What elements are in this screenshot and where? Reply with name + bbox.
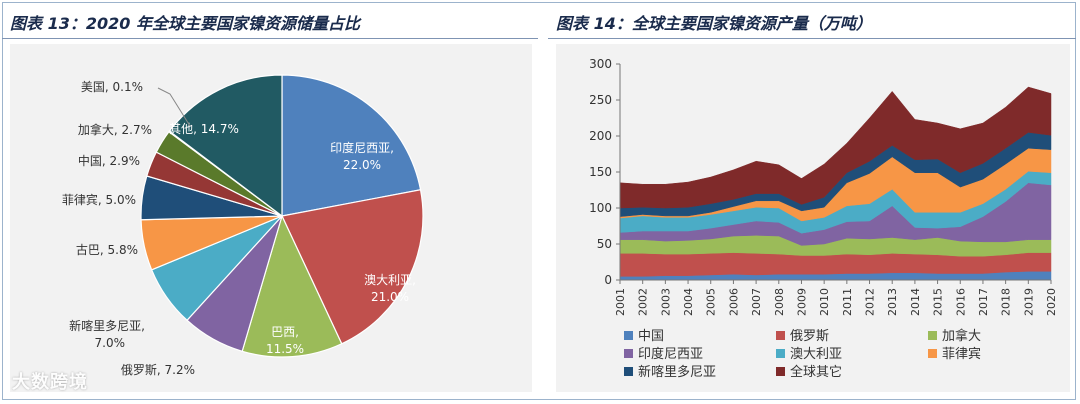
pie-chart-area: 印度尼西亚, 22.0% 澳大利亚, 21.0% 巴西, 11.5% 俄罗斯, 7.2% 新喀… xyxy=(10,44,532,392)
y-tick-label: 250 xyxy=(589,93,612,107)
y-tick-label: 50 xyxy=(597,237,612,251)
pie-label: 其他, 14.7% xyxy=(169,122,239,136)
legend-label: 新喀里多尼亚 xyxy=(638,364,716,380)
x-tick-label: 2016 xyxy=(954,288,967,316)
x-tick-label: 2007 xyxy=(750,288,763,316)
x-tick-label: 2011 xyxy=(841,288,854,316)
pie-label: 美国, 0.1% xyxy=(81,80,143,94)
pie-leader-line xyxy=(157,87,191,127)
pie-label: 俄罗斯, 7.2% xyxy=(121,363,195,377)
y-tick-label: 300 xyxy=(589,57,612,71)
legend-swatch xyxy=(624,367,633,376)
legend-label: 俄罗斯 xyxy=(790,329,829,344)
y-tick-label: 200 xyxy=(589,129,612,143)
legend-swatch xyxy=(928,349,937,358)
pie-slice-0 xyxy=(281,74,422,217)
x-tick-label: 2014 xyxy=(909,288,922,316)
x-tick-label: 2005 xyxy=(705,288,718,316)
pie-label: 菲律宾, 5.0% xyxy=(62,192,136,207)
x-tick-label: 2004 xyxy=(682,288,695,316)
y-tick-label: 150 xyxy=(589,165,612,179)
legend-label: 全球其它 xyxy=(790,364,842,380)
pie-chart-title: 图表 13：2020 年全球主要国家镍资源储量占比 xyxy=(10,14,360,33)
x-tick-label: 2009 xyxy=(795,288,808,316)
area-chart-svg: 0 50 100 150 200 250 300 2001 2002 2003 2004 2005 20… xyxy=(589,57,1058,380)
x-tick-label: 2008 xyxy=(773,288,786,316)
x-tick-label: 2018 xyxy=(1000,288,1013,316)
pie-label-value: 11.5% xyxy=(266,342,304,356)
pie-label-name: 澳大利亚, xyxy=(364,273,416,287)
area-chart-title: 图表 14：全球主要国家镍资源产量（万吨） xyxy=(556,14,872,33)
legend-swatch xyxy=(776,349,785,358)
pie-label-name: 印度尼西亚, xyxy=(330,140,394,155)
legend-swatch xyxy=(928,331,937,340)
legend-label: 加拿大 xyxy=(942,328,981,344)
x-tick-label: 2020 xyxy=(1045,288,1058,316)
legend-label: 菲律宾 xyxy=(942,346,981,362)
x-tick-label: 2002 xyxy=(637,288,650,316)
y-tick-label: 0 xyxy=(604,273,612,287)
x-tick-label: 2012 xyxy=(864,288,877,316)
x-tick-label: 2019 xyxy=(1022,288,1035,316)
legend-label: 印度尼西亚 xyxy=(638,346,703,362)
x-tick-label: 2017 xyxy=(977,288,990,316)
pie-label-value: 22.0% xyxy=(343,158,381,172)
pie-chart-svg: 印度尼西亚, 22.0% 澳大利亚, 21.0% 巴西, 11.5% 俄罗斯, 7.2% 新喀… xyxy=(62,74,424,377)
pie-label-value: 21.0% xyxy=(371,290,409,304)
pie-label-name: 新喀里多尼亚, xyxy=(69,318,145,333)
pie-label-name: 巴西, xyxy=(271,325,299,339)
pie-label: 中国, 2.9% xyxy=(78,153,140,168)
x-tick-label: 2010 xyxy=(818,288,831,316)
x-tick-label: 2013 xyxy=(886,288,899,316)
x-tick-label: 2001 xyxy=(614,288,627,316)
watermark: 大数跨境 xyxy=(12,372,88,393)
pie-slice-1 xyxy=(281,189,424,345)
pie-label: 加拿大, 2.7% xyxy=(78,122,152,137)
pie-slice-2 xyxy=(241,214,343,358)
area-series-7 xyxy=(619,86,1052,209)
pie-chart-panel: 图表 13：2020 年全球主要国家镍资源储量占比 印度尼西亚, 22.0% 澳大利… xyxy=(2,2,538,400)
legend-swatch xyxy=(624,331,633,340)
y-tick-label: 100 xyxy=(589,201,612,215)
x-tick-label: 2003 xyxy=(659,288,672,316)
legend-label: 中国 xyxy=(638,329,664,344)
area-chart-area: 0 50 100 150 200 250 300 2001 2002 2003 2004 2005 20… xyxy=(556,44,1070,392)
legend-swatch xyxy=(624,349,633,358)
pie-label: 古巴, 5.8% xyxy=(76,242,138,257)
title-rule xyxy=(548,38,1076,39)
figure-frame xyxy=(2,2,1076,400)
legend-swatch xyxy=(776,331,785,340)
pie-label-value: 7.0% xyxy=(95,336,126,350)
pie-slice-10 xyxy=(168,74,283,218)
title-rule xyxy=(2,38,538,39)
x-tick-label: 2006 xyxy=(727,288,740,316)
legend-swatch xyxy=(776,367,785,376)
x-tick-label: 2015 xyxy=(932,288,945,316)
area-chart-panel: 图表 14：全球主要国家镍资源产量（万吨） 0 50 100 150 200 250 300… xyxy=(548,2,1076,400)
legend-label: 澳大利亚 xyxy=(790,346,842,362)
